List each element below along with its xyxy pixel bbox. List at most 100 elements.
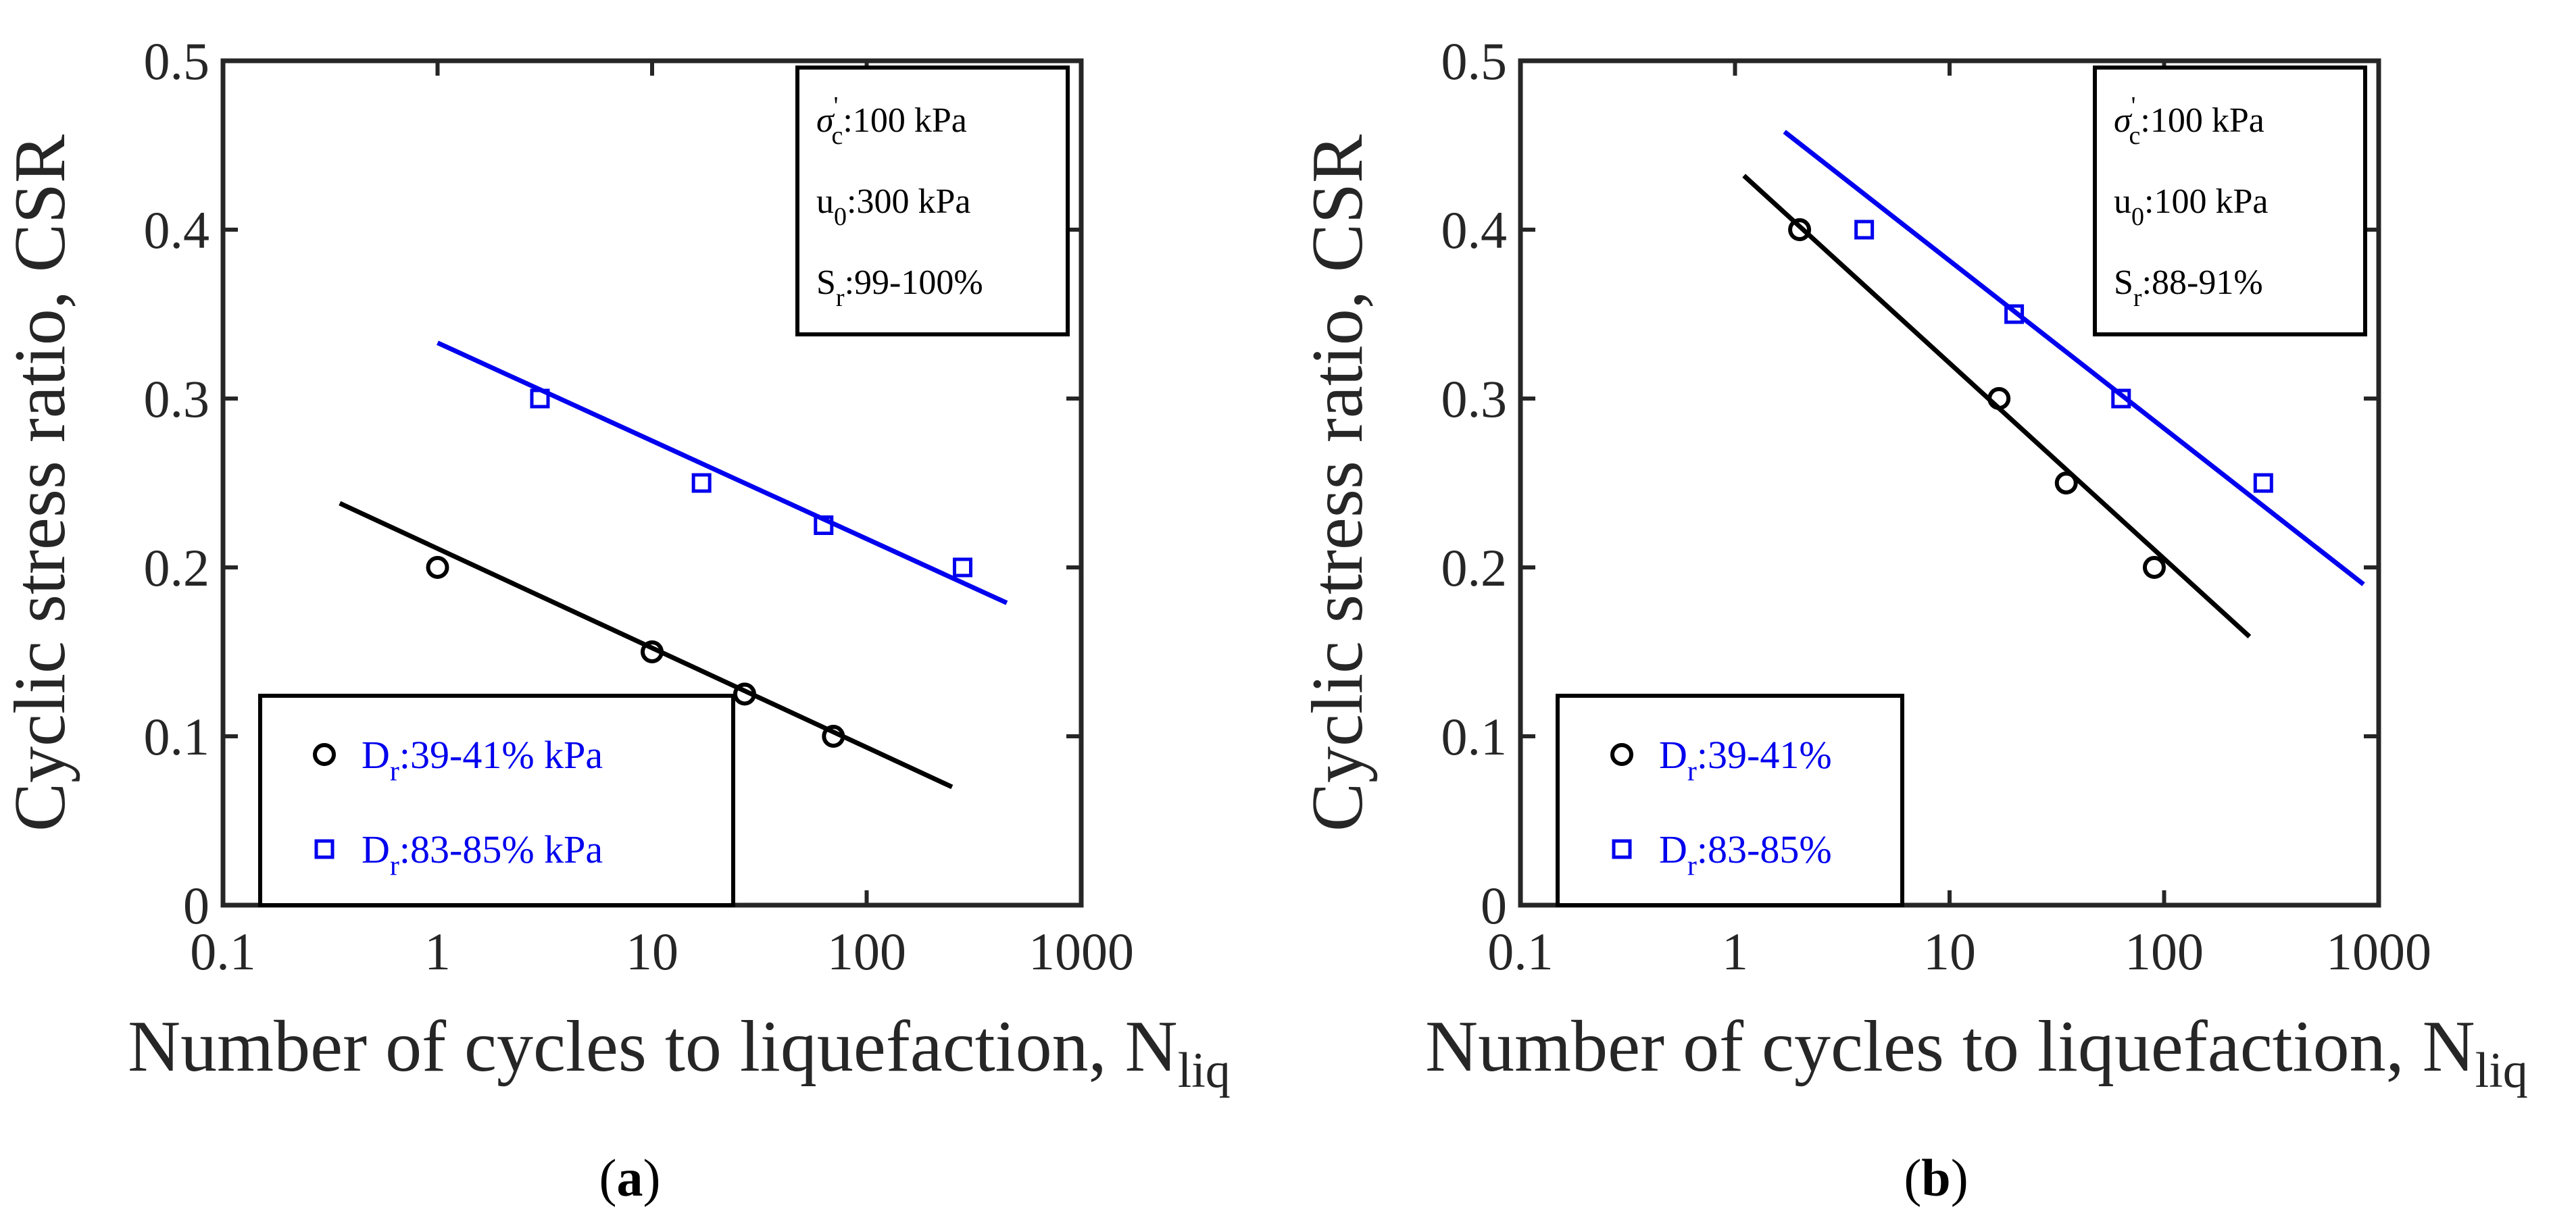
data-point-circle [1788,218,1812,241]
info-value: :100 kPa [2140,101,2264,140]
info-symbol: σ [816,101,835,140]
info-value: :300 kPa [847,182,970,221]
y-tick-label: 0.1 [144,707,210,766]
data-point-square [814,515,834,535]
legend-entry: Dr:83-85% kPa [362,827,603,882]
x-axis-label-main: Number of cycles to liquefaction, N [128,1006,1178,1087]
info-row: σ' c:100 kPa [816,92,967,150]
legend-text: :39-41% kPa [399,733,603,777]
legend-subscript: r [390,756,399,787]
info-row: Sr:99-100% [816,263,983,312]
y-tick-label: 0 [1481,876,1507,935]
y-tick-label: 0.3 [1441,369,1508,428]
legend-marker-square [1612,839,1632,859]
y-tick-label: 0.1 [1441,707,1508,766]
y-tick-label: 0.4 [144,201,210,259]
legend-symbol: D [1659,827,1687,871]
info-value: :100 kPa [2144,182,2268,221]
data-point-square [2253,473,2273,493]
x-tick-label: 100 [827,922,906,981]
x-tick-label: 1000 [1029,922,1134,981]
data-point-square [2111,388,2131,409]
info-subscript: c [832,122,843,150]
data-point-square [2004,304,2025,324]
info-superscript: ' [2131,92,2136,120]
panel-caption: (a) [599,1148,661,1207]
x-tick-label: 0.1 [190,922,256,981]
data-point-circle [2054,471,2078,494]
x-tick-label: 1000 [2326,922,2431,981]
x-axis-label: Number of cycles to liquefaction, Nliq [1425,1006,2528,1098]
legend-entry: Dr:39-41% kPa [362,733,603,787]
x-axis-label-main: Number of cycles to liquefaction, N [1425,1006,2475,1087]
data-point-square [952,557,972,578]
info-symbol: S [2114,263,2133,302]
legend-subscript: r [1687,756,1697,787]
x-tick-label: 10 [626,922,678,981]
caption-close-paren: ) [643,1148,661,1207]
info-row: u0:300 kPa [816,182,970,231]
legend-subscript: r [1687,850,1697,882]
legend-marker-circle [313,743,336,766]
y-tick-label: 0.3 [144,369,210,428]
data-point-square [691,473,712,493]
legend-symbol: D [362,733,390,777]
x-tick-label: 0.1 [1487,922,1554,981]
legend-subscript: r [390,850,399,882]
legend-symbol: D [362,827,390,871]
info-superscript: ' [834,92,839,120]
info-value: :100 kPa [843,101,966,140]
x-axis-label-subscript: liq [2475,1043,2528,1098]
y-tick-label: 0.5 [144,32,210,91]
info-symbol: u [816,182,834,221]
data-point-circle [1987,387,2011,410]
legend-marker-square [314,839,335,859]
data-point-circle [426,556,449,579]
data-point-circle [641,640,664,663]
x-tick-label: 1 [1722,922,1748,981]
caption-open-paren: ( [599,1148,617,1207]
info-value: :99-100% [845,263,983,302]
fit-line-series-2 [437,340,1008,605]
info-box [795,66,1070,336]
legend-box [1556,694,1904,907]
legend-entry: Dr:39-41% [1659,733,1832,787]
y-tick-label: 0.5 [1441,32,1508,91]
info-box [2093,66,2367,336]
y-tick-label: 0.4 [1441,201,1508,259]
legend-entry: Dr:83-85% [1659,827,1832,882]
legend-text: :39-41% [1697,733,1832,777]
info-subscript: 0 [834,203,847,231]
x-tick-label: 100 [2125,922,2204,981]
fit-line-series-2 [1783,130,2365,586]
caption-close-paren: ) [1951,1148,1968,1207]
x-axis-label: Number of cycles to liquefaction, Nliq [128,1006,1231,1098]
info-row: Sr:88-91% [2114,263,2263,312]
data-point-square [1854,220,1875,240]
y-tick-label: 0.2 [1441,538,1508,597]
data-point-circle [822,725,845,748]
x-tick-label: 10 [1923,922,1976,981]
x-axis-label-subscript: liq [1178,1043,1231,1098]
info-subscript: r [2133,284,2142,312]
data-point-square [530,388,550,409]
y-tick-label: 0.2 [144,538,210,597]
data-point-circle [2142,556,2166,579]
info-symbol: σ [2114,101,2133,140]
x-tick-label: 1 [424,922,451,981]
info-subscript: r [836,284,845,312]
legend-symbol: D [1659,733,1687,777]
legend-marker-circle [1610,743,1633,766]
info-row: u0:100 kPa [2114,182,2268,231]
info-symbol: u [2114,182,2131,221]
info-subscript: c [2129,122,2141,150]
info-symbol: S [816,263,836,302]
panel-caption: (b) [1904,1148,1968,1207]
y-axis-label: Cyclic stress ratio, CSR [1297,134,1378,832]
legend-box [258,694,735,907]
legend-text: :83-85% [1697,827,1832,871]
y-tick-label: 0 [183,876,209,935]
